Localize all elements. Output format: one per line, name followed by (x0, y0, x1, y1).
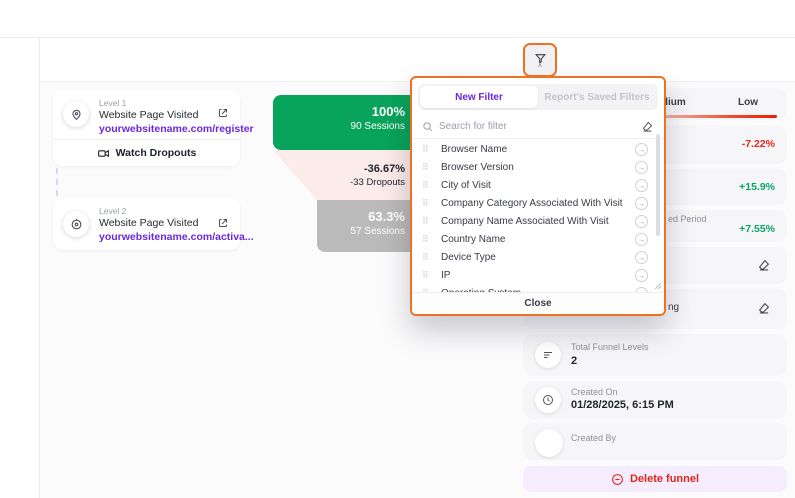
page-pin-icon (63, 101, 89, 127)
level-event: Website Page Visited (99, 109, 199, 121)
nav-sidebar (0, 38, 40, 498)
created-by-label: Created By (571, 433, 617, 443)
level-label: Level 1 (99, 98, 127, 108)
arrow-right-icon[interactable]: → (635, 232, 648, 246)
funnel-dropoff-values: -36.67% -33 Dropouts (273, 163, 405, 188)
edit-eraser-icon[interactable] (757, 258, 771, 272)
close-button[interactable]: Close (412, 292, 664, 314)
resize-handle[interactable] (654, 282, 662, 290)
created-by-card: Created By (523, 423, 787, 460)
level-url-link[interactable]: yourwebsitename.com/register (99, 123, 254, 135)
filter-search-row (412, 114, 664, 139)
drag-handle-icon[interactable]: ⠿ (422, 233, 429, 244)
filter-list: ⠿ Browser Name → ⠿ Browser Version → ⠿ City o… (412, 140, 654, 302)
funnel-step-1-values: 100% 90 Sessions (273, 104, 405, 132)
level-connector (56, 168, 58, 196)
drag-handle-icon[interactable]: ⠿ (422, 215, 429, 226)
filter-dropdown: New Filter Report's Saved Filters ⠿Brows… (410, 76, 666, 316)
minus-circle-icon (611, 473, 624, 486)
top-bar (0, 0, 795, 38)
created-on-label: Created On (571, 387, 618, 397)
metric-value: -7.22% (741, 138, 775, 150)
video-camera-icon (97, 147, 110, 160)
funnel-name-fragment: ng (668, 302, 680, 313)
arrow-right-icon[interactable]: → (635, 196, 648, 210)
dropoff-count: -33 Dropouts (350, 177, 405, 188)
drag-handle-icon[interactable]: ⠿ (422, 197, 429, 208)
step-1-percent: 100% (371, 104, 405, 119)
filter-item[interactable]: ⠿ Company Category Associated With Visit → (412, 194, 654, 212)
filter-item[interactable]: ⠿ IP → (412, 266, 654, 284)
level-event: Website Page Visited (99, 217, 199, 229)
step-2-sessions: 57 Sessions (350, 226, 405, 237)
arrow-right-icon[interactable]: → (635, 160, 648, 174)
filter-search-input[interactable] (439, 120, 635, 132)
clear-eraser-icon[interactable] (641, 120, 654, 133)
filter-item[interactable]: ⠿ Browser Name → (412, 140, 654, 158)
drag-handle-icon[interactable]: ⠿ (422, 179, 429, 190)
creator-avatar (535, 429, 563, 457)
metric-value: +7.55% (739, 223, 775, 235)
filter-item[interactable]: ⠿ City of Visit → (412, 176, 654, 194)
funnel-filter-icon (534, 52, 547, 65)
arrow-right-icon[interactable]: → (635, 178, 648, 192)
tab-new-filter[interactable]: New Filter (420, 86, 538, 108)
filter-tabs: New Filter Report's Saved Filters (418, 84, 658, 110)
step-1-sessions: 90 Sessions (350, 121, 405, 132)
external-link-icon[interactable] (217, 107, 229, 119)
arrow-right-icon[interactable]: → (635, 214, 648, 228)
total-levels-card: Total Funnel Levels 2 (523, 334, 787, 376)
chevron-up-icon: ˄ (537, 62, 543, 70)
level-label: Level 2 (99, 206, 127, 216)
dropdown-scrollbar[interactable] (656, 134, 660, 236)
level-url-link[interactable]: yourwebsitename.com/activa... (99, 231, 254, 243)
drag-handle-icon[interactable]: ⠿ (422, 251, 429, 262)
arrow-right-icon[interactable]: → (635, 268, 648, 282)
clock-icon (535, 387, 561, 413)
tab-saved-filters[interactable]: Report's Saved Filters (544, 91, 650, 103)
scale-low-label: Low (738, 97, 758, 108)
edit-eraser-icon[interactable] (757, 301, 771, 315)
filter-item[interactable]: ⠿ Company Name Associated With Visit → (412, 212, 654, 230)
search-icon (422, 121, 433, 132)
metric-label-fragment: ed Period (668, 214, 707, 224)
funnel-step-2-values: 63.3% 57 Sessions (273, 209, 405, 237)
funnel-level-1-card: Level 1 Website Page Visited yourwebsite… (53, 90, 254, 166)
filter-button[interactable]: ˄ (523, 43, 557, 77)
drag-handle-icon[interactable]: ⠿ (422, 269, 429, 280)
scale-medium-label: Medium (648, 97, 686, 108)
total-levels-value: 2 (571, 355, 578, 367)
dropoff-percent: -36.67% (364, 163, 405, 175)
external-link-icon[interactable] (217, 217, 229, 229)
drag-handle-icon[interactable]: ⠿ (422, 161, 429, 172)
filter-item[interactable]: ⠿ Browser Version → (412, 158, 654, 176)
drag-handle-icon[interactable]: ⠿ (422, 143, 429, 154)
page-header (40, 38, 795, 82)
funnel-level-2-card: Level 2 Website Page Visited yourwebsite… (53, 198, 254, 250)
metric-value: +15.9% (739, 181, 775, 193)
delete-funnel-label: Delete funnel (629, 473, 700, 485)
list-icon (535, 342, 561, 368)
filter-item[interactable]: ⠿ Device Type → (412, 248, 654, 266)
created-on-value: 01/28/2025, 6:15 PM (571, 399, 674, 411)
filter-item[interactable]: ⠿ Country Name → (412, 230, 654, 248)
arrow-right-icon[interactable]: → (635, 250, 648, 264)
arrow-right-icon[interactable]: → (635, 142, 648, 156)
created-on-card: Created On 01/28/2025, 6:15 PM (523, 381, 787, 419)
delete-funnel-button[interactable]: Delete funnel (523, 466, 787, 492)
step-2-percent: 63.3% (368, 209, 405, 224)
watch-dropouts-label: Watch Dropouts (115, 147, 197, 159)
total-levels-label: Total Funnel Levels (571, 342, 649, 352)
target-icon (63, 211, 89, 237)
watch-dropouts-button[interactable]: Watch Dropouts (53, 139, 240, 166)
